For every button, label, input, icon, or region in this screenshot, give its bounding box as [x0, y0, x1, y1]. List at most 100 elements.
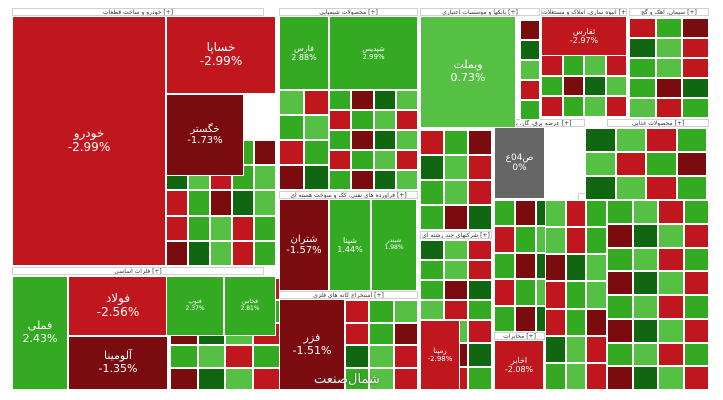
small-tile[interactable] — [329, 130, 352, 150]
small-tile[interactable] — [468, 320, 492, 344]
small-tile[interactable] — [541, 75, 563, 97]
small-tile[interactable] — [585, 176, 616, 200]
small-tile[interactable] — [393, 322, 418, 345]
small-tile[interactable] — [658, 342, 684, 367]
small-tile[interactable] — [545, 200, 566, 228]
small-tile[interactable] — [676, 152, 707, 176]
small-tile[interactable] — [682, 38, 709, 58]
small-tile[interactable] — [166, 215, 188, 241]
small-tile[interactable] — [395, 110, 418, 130]
small-tile[interactable] — [584, 96, 606, 117]
small-tile[interactable] — [395, 130, 418, 150]
small-tile[interactable] — [646, 128, 677, 152]
small-tile[interactable] — [329, 90, 352, 110]
small-tile[interactable] — [562, 55, 584, 76]
small-tile[interactable] — [444, 240, 468, 260]
small-tile[interactable] — [545, 362, 566, 390]
small-tile[interactable] — [373, 90, 396, 110]
small-tile[interactable] — [562, 75, 584, 97]
small-tile[interactable] — [607, 247, 633, 272]
small-tile[interactable] — [655, 18, 683, 38]
small-tile[interactable] — [658, 200, 684, 224]
small-tile[interactable] — [254, 215, 276, 241]
small-tile[interactable] — [584, 75, 606, 97]
small-tile[interactable] — [632, 342, 658, 367]
small-tile[interactable] — [345, 367, 370, 390]
small-tile[interactable] — [420, 155, 444, 180]
small-tile[interactable] — [562, 96, 584, 117]
small-tile[interactable] — [545, 335, 566, 363]
small-tile[interactable] — [252, 345, 280, 368]
small-tile[interactable] — [520, 80, 540, 100]
small-tile[interactable] — [586, 200, 607, 228]
small-tile[interactable] — [520, 60, 540, 80]
small-tile[interactable] — [683, 318, 709, 343]
small-tile[interactable] — [632, 366, 658, 390]
small-tile[interactable] — [373, 170, 396, 190]
small-tile[interactable] — [166, 190, 188, 216]
small-tile[interactable] — [515, 226, 536, 253]
stock-tile[interactable]: خگستر -1.73% — [166, 94, 244, 176]
small-tile[interactable] — [658, 223, 684, 248]
small-tile[interactable] — [607, 271, 633, 295]
stock-tile[interactable]: فخاس 2.81% — [224, 276, 276, 336]
small-tile[interactable] — [683, 247, 709, 272]
small-tile[interactable] — [373, 110, 396, 130]
small-tile[interactable] — [629, 38, 656, 58]
small-tile[interactable] — [444, 280, 468, 300]
small-tile[interactable] — [607, 366, 633, 390]
small-tile[interactable] — [565, 362, 587, 390]
small-tile[interactable] — [605, 75, 627, 97]
small-tile[interactable] — [468, 180, 492, 205]
small-tile[interactable] — [170, 345, 198, 368]
small-tile[interactable] — [468, 300, 492, 320]
small-tile[interactable] — [444, 155, 468, 180]
small-tile[interactable] — [515, 252, 536, 280]
small-tile[interactable] — [494, 252, 515, 280]
small-tile[interactable] — [586, 308, 607, 336]
small-tile[interactable] — [420, 280, 444, 300]
small-tile[interactable] — [494, 305, 515, 332]
small-tile[interactable] — [584, 55, 606, 76]
small-tile[interactable] — [520, 100, 540, 120]
stock-tile[interactable]: فارس 2.88% — [279, 16, 329, 90]
small-tile[interactable] — [629, 58, 656, 78]
small-tile[interactable] — [545, 254, 566, 282]
small-tile[interactable] — [393, 300, 418, 323]
small-tile[interactable] — [658, 295, 684, 319]
small-tile[interactable] — [420, 240, 444, 260]
small-tile[interactable] — [655, 98, 683, 118]
small-tile[interactable] — [444, 180, 468, 205]
small-tile[interactable] — [682, 58, 709, 78]
stock-tile[interactable]: شپدیس 2.99% — [329, 16, 418, 90]
small-tile[interactable] — [373, 130, 396, 150]
small-tile[interactable] — [420, 130, 444, 155]
small-tile[interactable] — [369, 322, 394, 345]
small-tile[interactable] — [393, 367, 418, 390]
small-tile[interactable] — [607, 200, 633, 224]
small-tile[interactable] — [304, 165, 329, 190]
small-tile[interactable] — [351, 170, 374, 190]
small-tile[interactable] — [682, 78, 709, 98]
small-tile[interactable] — [632, 223, 658, 248]
small-tile[interactable] — [279, 165, 304, 190]
small-tile[interactable] — [683, 295, 709, 319]
small-tile[interactable] — [252, 367, 280, 390]
small-tile[interactable] — [468, 130, 492, 155]
small-tile[interactable] — [494, 226, 515, 253]
stock-tile[interactable]: خساپا -2.99% — [166, 16, 276, 94]
small-tile[interactable] — [605, 96, 627, 117]
small-tile[interactable] — [646, 152, 677, 176]
small-tile[interactable] — [329, 110, 352, 130]
small-tile[interactable] — [545, 281, 566, 309]
small-tile[interactable] — [586, 362, 607, 390]
small-tile[interactable] — [468, 240, 492, 260]
small-tile[interactable] — [279, 90, 304, 115]
small-tile[interactable] — [607, 223, 633, 248]
small-tile[interactable] — [615, 152, 646, 176]
small-tile[interactable] — [541, 55, 563, 76]
small-tile[interactable] — [345, 322, 370, 345]
small-tile[interactable] — [444, 130, 468, 155]
small-tile[interactable] — [254, 190, 276, 216]
small-tile[interactable] — [170, 367, 198, 390]
